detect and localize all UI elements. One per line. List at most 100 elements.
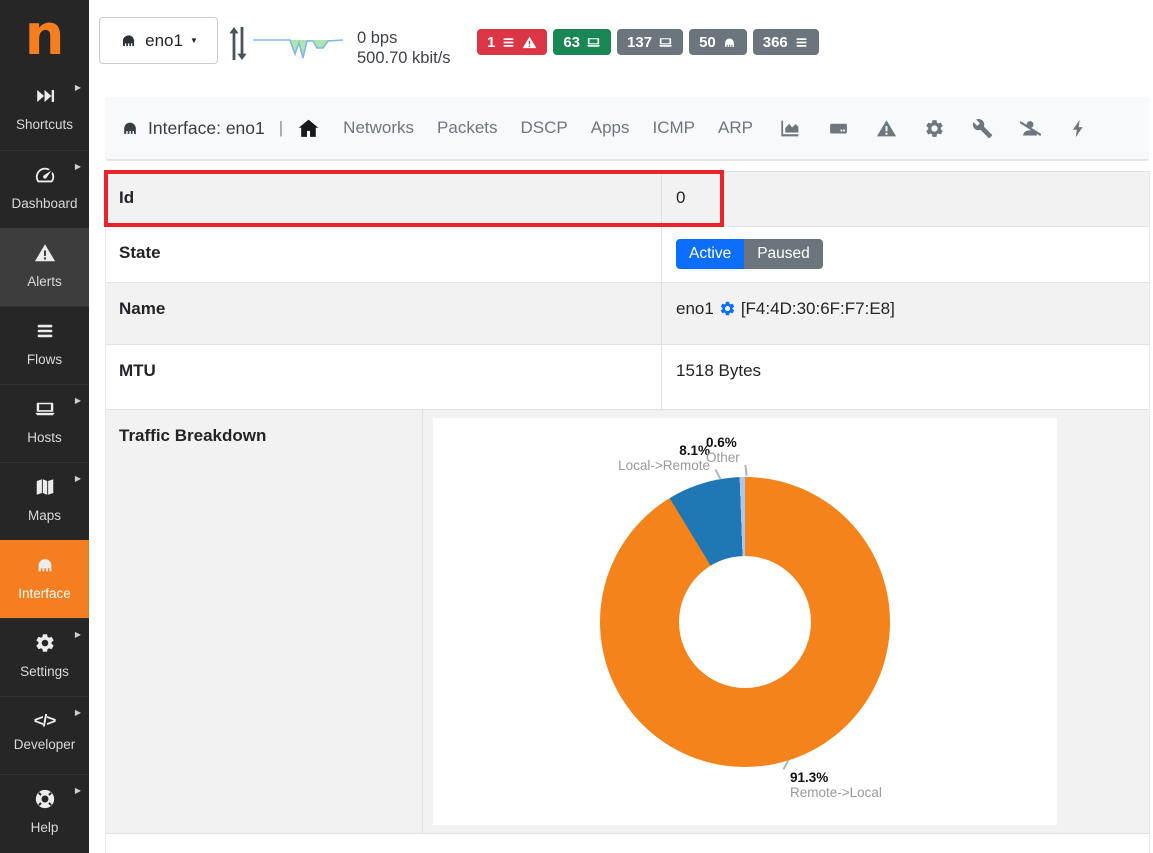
tab-arp[interactable]: ARP [718, 118, 753, 137]
navbar-title: Interface: eno1 [148, 117, 265, 138]
map-icon [34, 476, 56, 498]
code-icon: </> [33, 711, 57, 730]
table-row-partial [106, 834, 1149, 851]
sidebar-item-shortcuts[interactable]: ▶ Shortcuts [0, 72, 89, 150]
sidebar-item-label: Alerts [27, 274, 62, 289]
tab-packets[interactable]: Packets [437, 118, 498, 137]
chart-area-icon[interactable] [780, 118, 801, 139]
top-header: eno1 ▼ 0 bps 500.70 kbit/s 1 63 137 [89, 0, 1153, 97]
interface-selector-dropdown[interactable]: eno1 ▼ [99, 17, 218, 64]
callout-tick [744, 464, 748, 477]
bolt-icon[interactable] [1068, 118, 1089, 139]
row-value: 1518 Bytes [676, 361, 762, 380]
chevron-right-icon: ▶ [74, 630, 81, 639]
chart-callout-local-remote: 8.1% Local->Remote [618, 443, 710, 473]
sidebar-item-alerts[interactable]: Alerts [0, 228, 89, 306]
state-active-button[interactable]: Active [676, 239, 745, 269]
sidebar-item-dashboard[interactable]: ▶ Dashboard [0, 150, 89, 228]
list-icon [794, 35, 809, 50]
wrench-icon[interactable] [972, 118, 993, 139]
home-icon[interactable] [297, 117, 320, 140]
sidebar-item-maps[interactable]: ▶ Maps [0, 462, 89, 540]
chevron-right-icon: ▶ [74, 83, 81, 92]
sidebar-item-label: Help [30, 820, 59, 835]
interface-navbar: Interface: eno1 | Networks Packets DSCP … [105, 97, 1149, 161]
sidebar-item-label: Interface [18, 586, 71, 601]
gear-icon[interactable] [924, 118, 945, 139]
row-label: Traffic Breakdown [106, 410, 423, 833]
sidebar-item-label: Settings [20, 664, 69, 679]
sidebar-item-label: Dashboard [11, 196, 78, 211]
sidebar: n ▶ Shortcuts ▶ Dashboard Alerts Flows ▶… [0, 0, 89, 853]
row-value: eno1 [F4:4D:30:6F:F7:E8] [662, 283, 1149, 344]
total-hosts-count: 137 [627, 33, 653, 51]
sidebar-item-help[interactable]: ▶ Help [0, 774, 89, 852]
table-row-name: Name eno1 [F4:4D:30:6F:F7:E8] [106, 283, 1149, 345]
gear-icon [34, 632, 56, 654]
alerts-badge-count: 1 [487, 33, 496, 51]
ntopng-logo[interactable]: n [24, 3, 65, 68]
chevron-right-icon: ▶ [74, 396, 81, 405]
devices-badge[interactable]: 50 [689, 29, 747, 55]
tab-dscp[interactable]: DSCP [520, 118, 568, 137]
active-hosts-badge[interactable]: 63 [553, 29, 612, 55]
traffic-donut [600, 477, 890, 767]
sidebar-item-hosts[interactable]: ▶ Hosts [0, 384, 89, 462]
callout-pct: 8.1% [679, 443, 710, 458]
gear-icon[interactable] [719, 300, 736, 317]
warning-triangle-icon[interactable] [876, 118, 897, 139]
sidebar-item-interface[interactable]: Interface [0, 540, 89, 618]
row-label: Id [106, 172, 662, 226]
flows-badge[interactable]: 366 [752, 29, 819, 55]
chevron-right-icon: ▶ [74, 474, 81, 483]
user-slash-icon[interactable] [1020, 118, 1041, 139]
tab-apps[interactable]: Apps [590, 118, 630, 137]
ethernet-icon [34, 554, 56, 576]
alerts-badge[interactable]: 1 [477, 29, 548, 55]
laptop-icon [586, 35, 601, 50]
chevron-right-icon: ▶ [74, 162, 81, 171]
chevron-right-icon: ▶ [74, 708, 81, 717]
callout-pct: 91.3% [790, 770, 829, 785]
traffic-breakdown-chart: 8.1% Local->Remote 0.6% Other 91.3% Remo… [433, 418, 1057, 825]
row-value: Active Paused [662, 227, 1149, 282]
tab-icmp[interactable]: ICMP [652, 118, 696, 137]
row-value: 8.1% Local->Remote 0.6% Other 91.3% Remo… [423, 410, 1149, 833]
sidebar-item-label: Maps [27, 508, 61, 523]
interface-selector-label: eno1 [145, 30, 183, 50]
sidebar-item-developer[interactable]: ▶ </> Developer [0, 696, 89, 774]
warning-triangle-icon [34, 242, 56, 264]
sparkline-line [253, 39, 344, 59]
callout-label: Other [706, 450, 740, 465]
table-row-id: Id 0 [106, 172, 1149, 227]
row-label: State [106, 227, 662, 282]
flows-count: 366 [762, 33, 788, 51]
navbar-separator: | [278, 118, 284, 137]
devices-count: 50 [699, 33, 716, 51]
state-paused-button[interactable]: Paused [744, 239, 823, 269]
chevron-right-icon: ▶ [74, 786, 81, 795]
callout-tick [714, 469, 721, 480]
laptop-icon [34, 398, 56, 420]
interface-mac: [F4:4D:30:6F:F7:E8] [740, 299, 895, 318]
header-badges: 1 63 137 50 366 [477, 29, 819, 55]
total-hosts-badge[interactable]: 137 [617, 29, 684, 55]
sidebar-item-label: Flows [26, 352, 63, 367]
sidebar-item-label: Developer [13, 737, 76, 752]
bars-icon [34, 320, 56, 342]
ethernet-icon [722, 35, 737, 50]
sidebar-item-flows[interactable]: Flows [0, 306, 89, 384]
table-row-state: State Active Paused [106, 227, 1149, 283]
sidebar-item-settings[interactable]: ▶ Settings [0, 618, 89, 696]
laptop-icon [658, 35, 673, 50]
throughput-sparkline[interactable] [252, 33, 344, 60]
sidebar-item-label: Shortcuts [15, 117, 74, 132]
row-label: Name [106, 283, 662, 344]
callout-pct: 0.6% [706, 435, 737, 450]
tab-networks[interactable]: Networks [343, 118, 415, 137]
table-row-mtu: MTU 1518 Bytes [106, 345, 1149, 410]
hard-drive-icon[interactable] [828, 118, 849, 139]
up-down-arrows-icon [226, 25, 250, 62]
life-ring-icon [34, 788, 56, 810]
